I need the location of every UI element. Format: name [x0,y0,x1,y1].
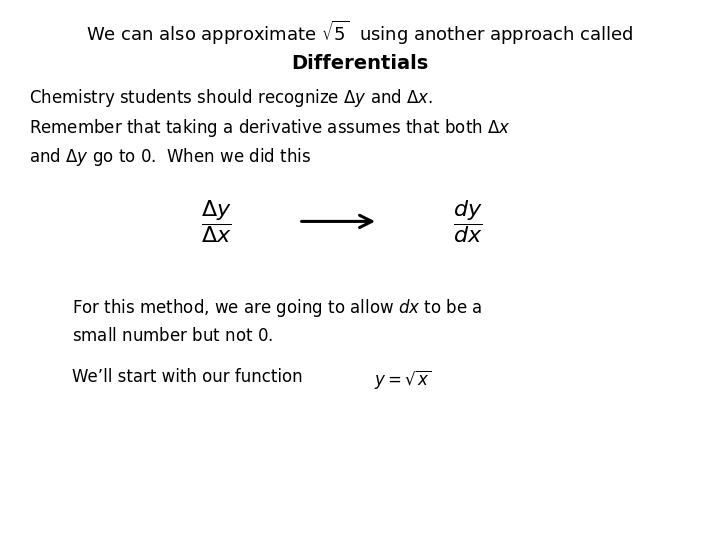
Text: $\dfrac{dy}{dx}$: $\dfrac{dy}{dx}$ [453,198,483,245]
Text: For this method, we are going to allow $dx$ to be a: For this method, we are going to allow $… [72,297,482,319]
Text: We’ll start with our function: We’ll start with our function [72,368,302,386]
Text: and $\Delta y$ go to 0.  When we did this: and $\Delta y$ go to 0. When we did this [29,146,311,168]
Text: Remember that taking a derivative assumes that both $\Delta x$: Remember that taking a derivative assume… [29,117,510,139]
Text: We can also approximate $\sqrt{5}$  using another approach called: We can also approximate $\sqrt{5}$ using… [86,19,634,47]
Text: small number but not $0$.: small number but not $0$. [72,327,273,345]
Text: Chemistry students should recognize $\Delta y$ and $\Delta x$.: Chemistry students should recognize $\De… [29,87,433,110]
Text: $\dfrac{\Delta y}{\Delta x}$: $\dfrac{\Delta y}{\Delta x}$ [201,198,231,245]
Text: $y = \sqrt{x}$: $y = \sqrt{x}$ [374,368,432,392]
Text: Differentials: Differentials [292,54,428,73]
